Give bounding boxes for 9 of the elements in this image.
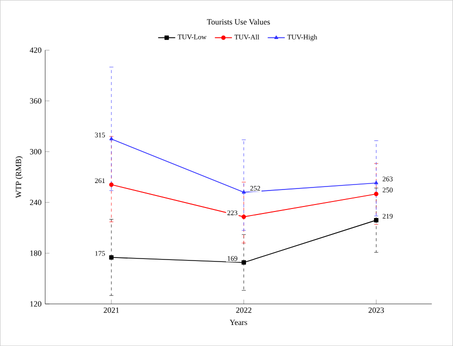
point — [109, 255, 114, 260]
point — [242, 260, 246, 265]
point — [109, 182, 114, 187]
point — [374, 192, 378, 196]
point — [374, 218, 378, 222]
point — [374, 180, 378, 184]
point — [242, 190, 246, 194]
point — [242, 214, 246, 219]
point — [109, 136, 114, 140]
